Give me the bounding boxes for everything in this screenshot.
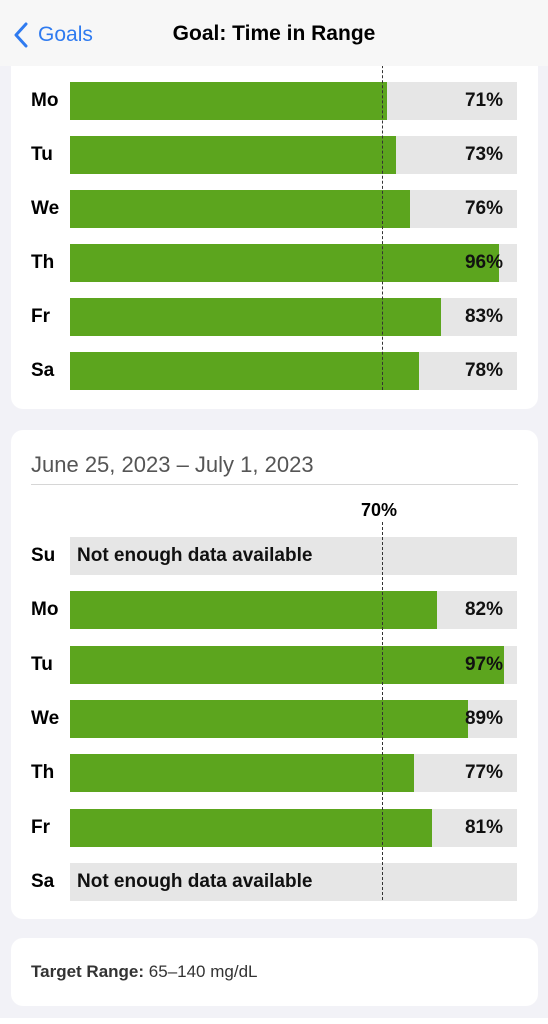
percent-label: 89% xyxy=(464,707,503,729)
bar-fill xyxy=(70,699,468,738)
bar-fill xyxy=(70,190,410,228)
day-row-mo: Mo 71% xyxy=(11,82,538,120)
bar-fill xyxy=(70,136,396,174)
day-row-we: We 89% xyxy=(11,699,538,738)
percent-label: 78% xyxy=(464,360,503,381)
day-row-mo: Mo 82% xyxy=(11,591,538,630)
divider xyxy=(31,484,518,485)
bar-track: Not enough data available xyxy=(70,862,517,901)
percent-label: 81% xyxy=(464,816,503,838)
day-row-th: Th 96% xyxy=(11,244,538,282)
bar-fill xyxy=(70,82,387,120)
bar-track: 82% xyxy=(70,591,517,630)
bar-track: 83% xyxy=(70,298,517,336)
day-row-fr: Fr 83% xyxy=(11,298,538,336)
bar-track: 73% xyxy=(70,136,517,174)
time-in-range-chart-previous: Mo 71% Tu 73% We 76% Th 96% Fr 83% Sa 78% xyxy=(11,40,538,409)
week-card-previous: Mo 71% Tu 73% We 76% Th 96% Fr 83% Sa 78% xyxy=(11,40,538,409)
day-row-sa: Sa Not enough data available xyxy=(11,862,538,901)
bar-track: 71% xyxy=(70,82,517,120)
page-bottom xyxy=(0,1018,548,1024)
chevron-left-icon xyxy=(14,22,28,48)
week-card-current: June 25, 2023 – July 1, 2023 70% Su Not e… xyxy=(11,430,538,919)
bar-track: Not enough data available xyxy=(70,537,517,575)
navigation-bar: Goals Goal: Time in Range xyxy=(0,0,548,66)
percent-label: 76% xyxy=(464,198,503,219)
day-label: Mo xyxy=(31,599,59,621)
percent-label: 97% xyxy=(464,653,503,675)
day-row-tu: Tu 97% xyxy=(11,645,538,684)
day-label: Sa xyxy=(31,360,55,381)
time-in-range-chart-current: Su Not enough data available Mo 82% Tu 97% We 8… xyxy=(11,430,538,919)
bar-fill xyxy=(70,244,499,282)
day-label: Sa xyxy=(31,870,55,892)
percent-label: 73% xyxy=(464,144,503,165)
day-row-th: Th 77% xyxy=(11,754,538,793)
bar-track: 97% xyxy=(70,645,517,684)
target-range-label: Target Range: xyxy=(31,962,145,981)
bar-track: 96% xyxy=(70,244,517,282)
day-row-sa: Sa 78% xyxy=(11,352,538,390)
bar-fill xyxy=(70,591,437,630)
day-label: Tu xyxy=(31,144,53,165)
back-label: Goals xyxy=(38,23,93,46)
no-data-label: Not enough data available xyxy=(77,870,313,892)
bar-fill xyxy=(70,352,419,390)
goal-line xyxy=(382,522,384,900)
no-data-label: Not enough data available xyxy=(77,545,313,566)
day-label: Fr xyxy=(31,816,50,838)
bar-track: 89% xyxy=(70,699,517,738)
back-button[interactable]: Goals xyxy=(14,20,93,50)
target-range: Target Range: 65–140 mg/dL xyxy=(31,962,257,982)
bar-fill xyxy=(70,754,414,793)
bar-track: 78% xyxy=(70,352,517,390)
day-row-tu: Tu 73% xyxy=(11,136,538,174)
day-row-su: Su Not enough data available xyxy=(11,537,538,575)
day-label: Tu xyxy=(31,653,53,675)
page-title: Goal: Time in Range xyxy=(172,22,376,45)
date-range: June 25, 2023 – July 1, 2023 xyxy=(31,452,314,477)
percent-label: 77% xyxy=(464,762,503,784)
day-row-we: We 76% xyxy=(11,190,538,228)
day-label: Th xyxy=(31,252,55,273)
goal-line-label: 70% xyxy=(361,500,398,520)
target-range-value: 65–140 mg/dL xyxy=(148,962,258,981)
bar-fill xyxy=(70,645,504,684)
day-label: Th xyxy=(31,762,55,784)
day-row-fr: Fr 81% xyxy=(11,808,538,847)
day-label: We xyxy=(31,198,60,219)
percent-label: 71% xyxy=(464,90,503,111)
bar-track: 81% xyxy=(70,808,517,847)
percent-label: 82% xyxy=(464,599,503,621)
goal-line xyxy=(382,40,384,390)
day-label: Fr xyxy=(31,306,50,327)
target-range-card: Target Range: 65–140 mg/dL xyxy=(11,938,538,1006)
bar-fill xyxy=(70,298,441,336)
bar-track: 77% xyxy=(70,754,517,793)
day-label: We xyxy=(31,707,60,729)
percent-label: 83% xyxy=(464,306,503,327)
bar-track: 76% xyxy=(70,190,517,228)
day-label: Su xyxy=(31,545,56,566)
bar-fill xyxy=(70,808,432,847)
percent-label: 96% xyxy=(464,252,503,273)
day-label: Mo xyxy=(31,90,59,111)
